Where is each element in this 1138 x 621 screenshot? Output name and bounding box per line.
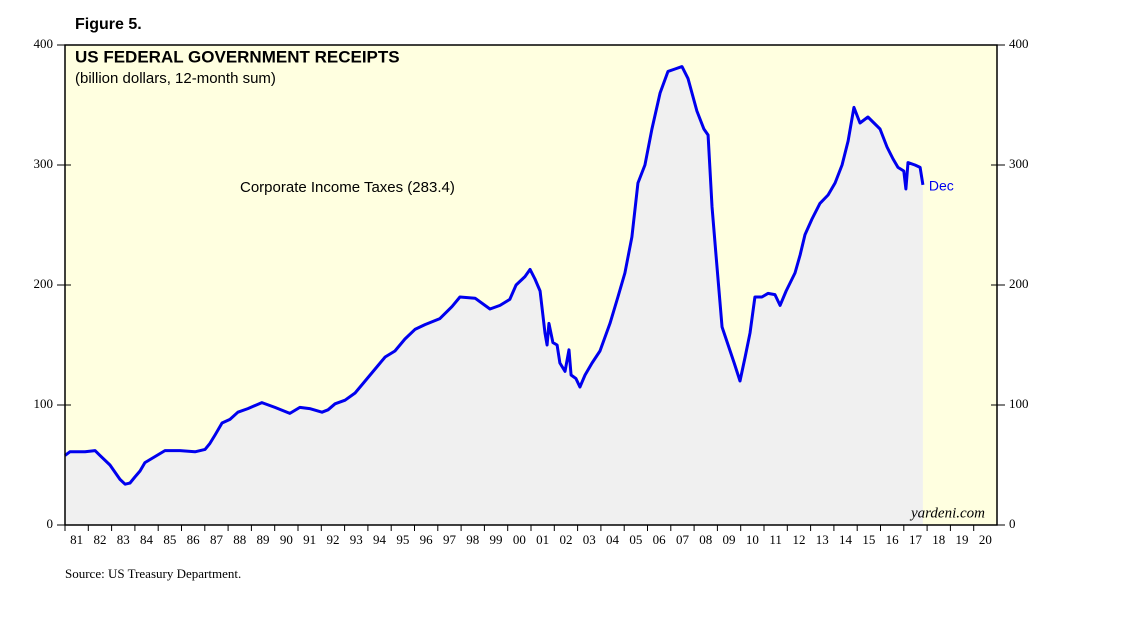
y2-tick-label: 100: [1009, 396, 1029, 411]
x-tick-label: 89: [257, 532, 270, 547]
y-tick-label: 0: [47, 516, 54, 531]
y2-tick-label: 400: [1009, 36, 1029, 51]
x-tick-label: 09: [723, 532, 736, 547]
x-tick-label: 11: [769, 532, 782, 547]
chart-subtitle: (billion dollars, 12-month sum): [75, 70, 276, 87]
y2-tick-label: 0: [1009, 516, 1016, 531]
x-tick-label: 81: [70, 532, 83, 547]
x-tick-label: 91: [303, 532, 316, 547]
y-tick-label: 400: [34, 36, 54, 51]
x-tick-label: 10: [746, 532, 759, 547]
series-line: [64, 65, 925, 486]
y2-tick-label: 200: [1009, 276, 1029, 291]
x-tick-label: 20: [979, 532, 992, 547]
x-tick-label: 99: [490, 532, 503, 547]
x-tick-label: 97: [443, 532, 457, 547]
figure-label: Figure 5.: [75, 16, 142, 33]
x-tick-label: 07: [676, 532, 690, 547]
x-tick-label: 98: [466, 532, 479, 547]
x-tick-label: 94: [373, 532, 387, 547]
x-tick-label: 06: [653, 532, 667, 547]
annotation: Corporate Income Taxes (283.4): [240, 179, 455, 196]
x-tick-label: 93: [350, 532, 363, 547]
x-tick-label: 17: [909, 532, 923, 547]
x-tick-label: 01: [536, 532, 549, 547]
x-tick-label: 08: [699, 532, 712, 547]
x-tick-label: 90: [280, 532, 293, 547]
x-tick-label: 83: [117, 532, 130, 547]
y-tick-label: 300: [34, 156, 54, 171]
x-tick-label: 15: [862, 532, 875, 547]
x-tick-label: 19: [956, 532, 969, 547]
x-tick-label: 85: [163, 532, 176, 547]
x-tick-label: 18: [932, 532, 945, 547]
y-tick-label: 100: [34, 396, 54, 411]
x-tick-label: 87: [210, 532, 224, 547]
x-tick-label: 03: [583, 532, 596, 547]
x-tick-label: 00: [513, 532, 526, 547]
x-tick-label: 96: [420, 532, 434, 547]
end-label: Dec: [929, 178, 954, 194]
x-tick-label: 86: [187, 532, 201, 547]
x-tick-label: 14: [839, 532, 853, 547]
x-tick-label: 13: [816, 532, 829, 547]
x-tick-label: 02: [559, 532, 572, 547]
chart-title: US FEDERAL GOVERNMENT RECEIPTS: [75, 47, 400, 66]
watermark: yardeni.com: [909, 505, 985, 521]
x-tick-label: 16: [886, 532, 900, 547]
source-note: Source: US Treasury Department.: [65, 566, 241, 581]
x-tick-label: 84: [140, 532, 154, 547]
x-tick-label: 04: [606, 532, 620, 547]
x-tick-label: 88: [233, 532, 246, 547]
x-tick-label: 05: [629, 532, 642, 547]
y-tick-label: 200: [34, 276, 54, 291]
x-tick-label: 12: [792, 532, 805, 547]
x-tick-label: 82: [93, 532, 106, 547]
x-tick-label: 92: [326, 532, 339, 547]
y2-tick-label: 300: [1009, 156, 1029, 171]
x-tick-label: 95: [396, 532, 409, 547]
